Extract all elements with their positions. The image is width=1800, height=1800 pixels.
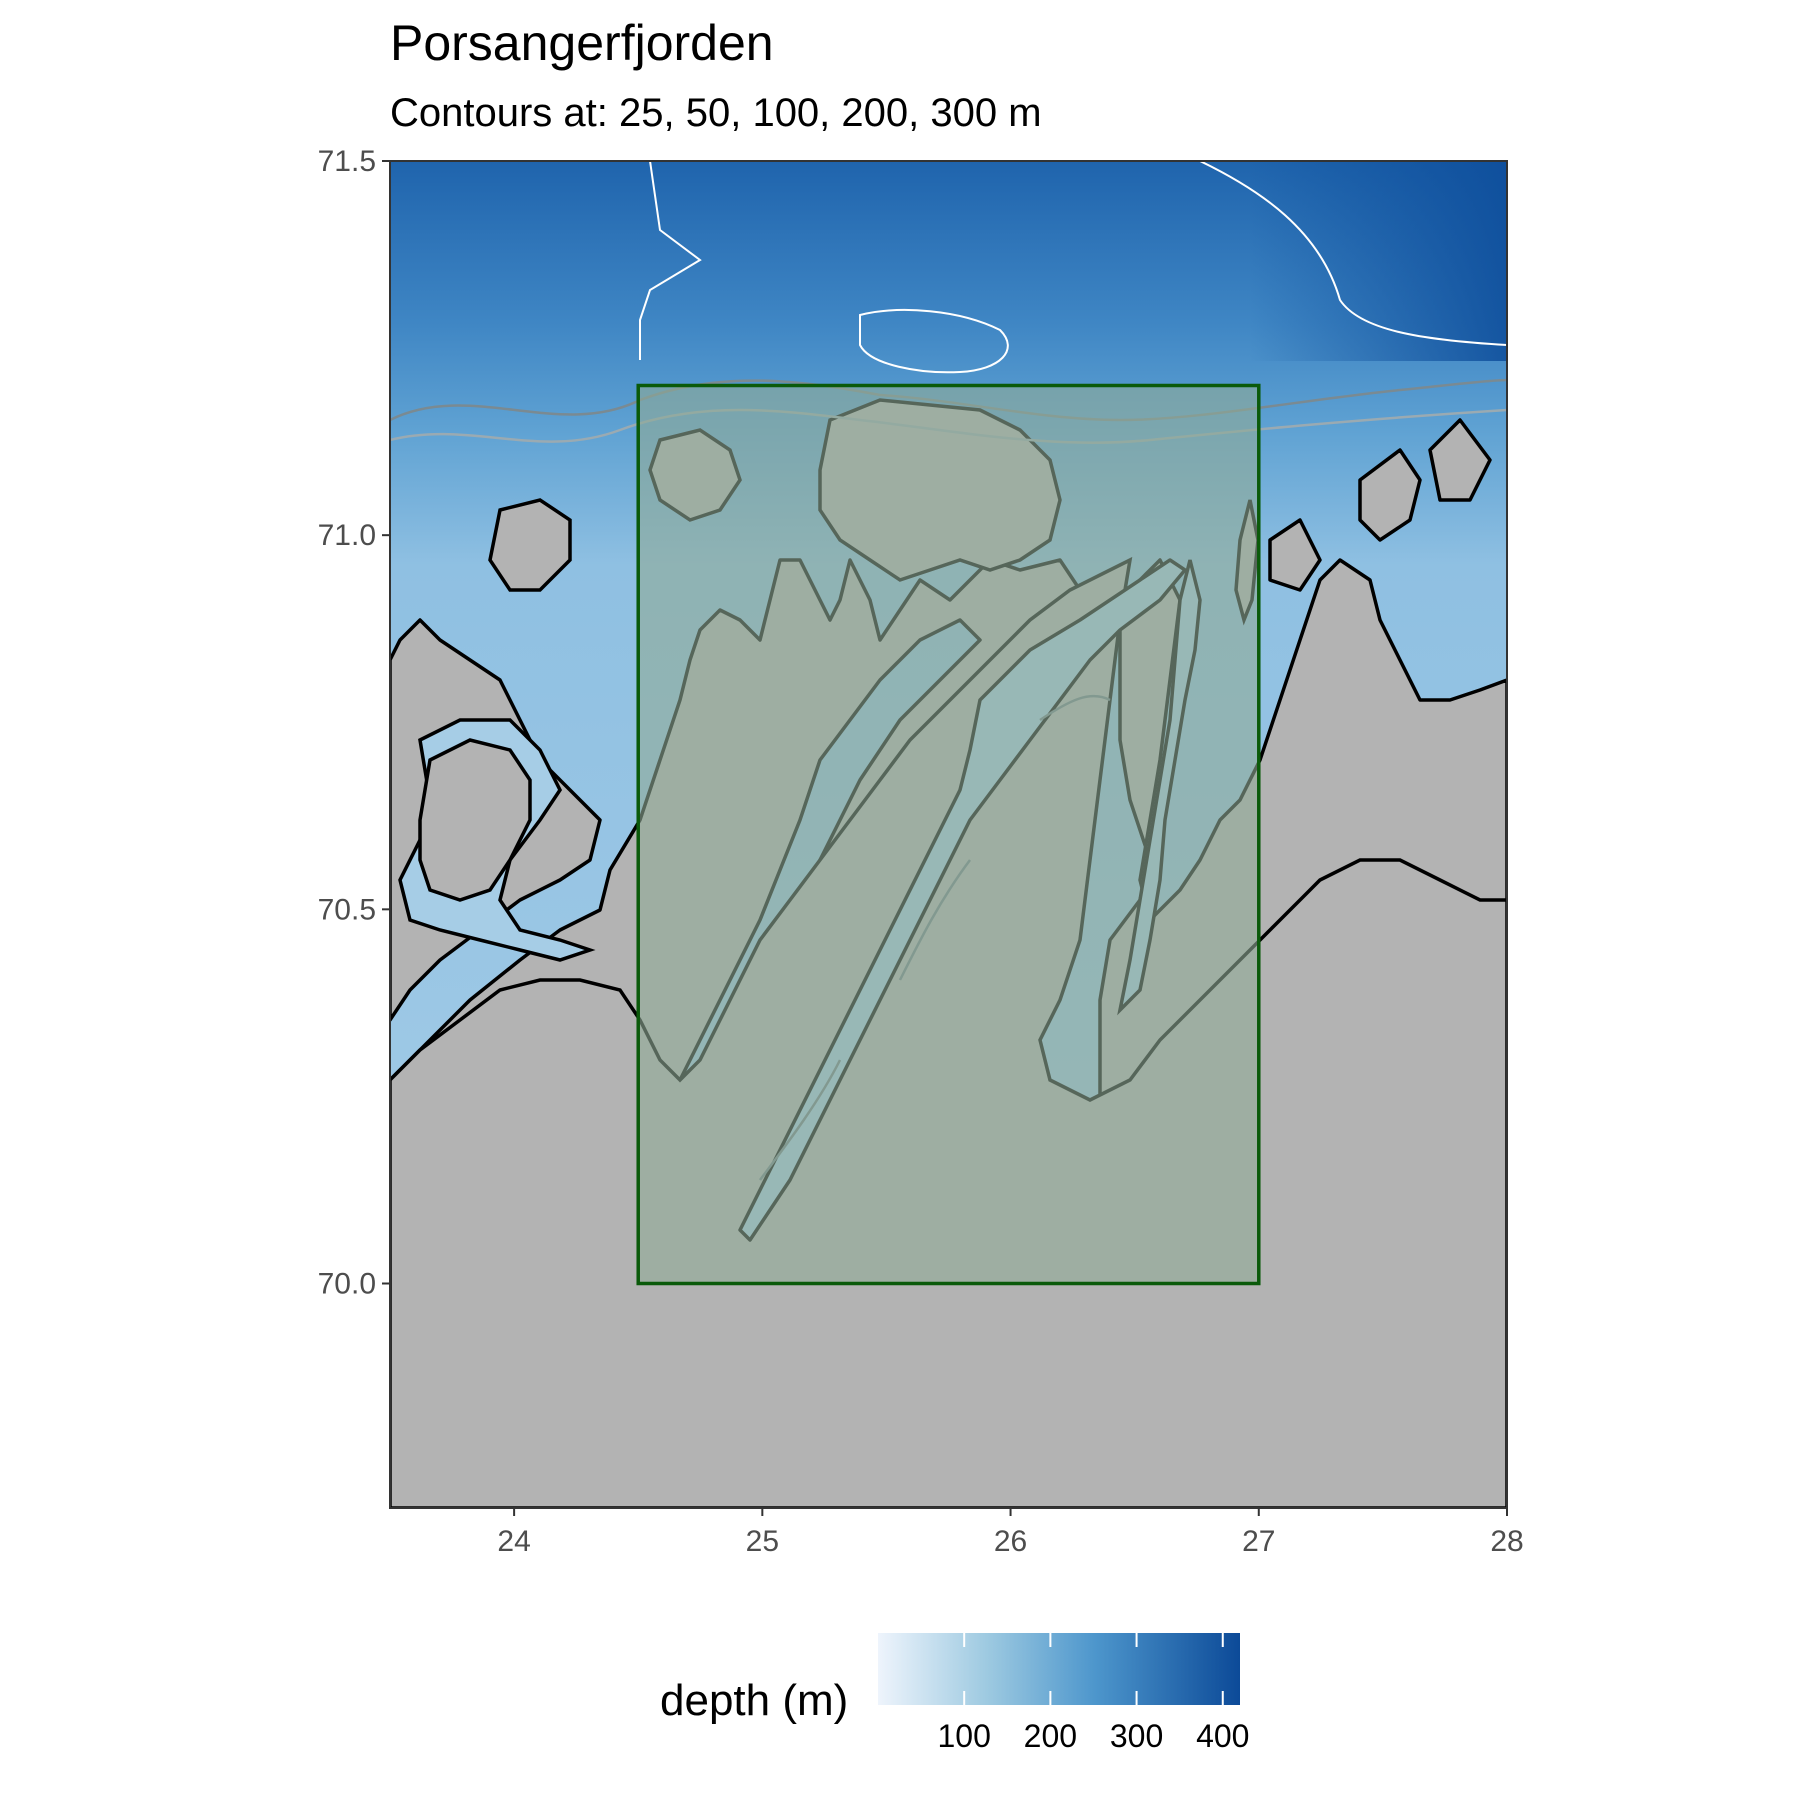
y-tick-label: 71.0: [318, 519, 376, 552]
x-tick-label: 28: [1490, 1525, 1523, 1558]
legend: depth (m) 100 200 300 400: [660, 1633, 1249, 1754]
legend-title: depth (m): [660, 1676, 848, 1725]
contour-line: [859, 309, 1009, 374]
legend-colorbar: [878, 1633, 1240, 1705]
x-axis: 24 25 26 27 28: [497, 1508, 1524, 1558]
y-axis: 70.0 70.5 71.0 71.5: [318, 145, 390, 1301]
deep-sea-area: [1250, 161, 1507, 361]
legend-tick-label: 300: [1110, 1718, 1163, 1754]
small-island: [488, 498, 572, 592]
map-subtitle: Contours at: 25, 50, 100, 200, 300 m: [390, 91, 1042, 135]
x-tick-label: 25: [746, 1525, 779, 1558]
y-tick-label: 70.0: [318, 1268, 376, 1301]
x-tick-label: 27: [1242, 1525, 1275, 1558]
panel-border: [389, 160, 1508, 1509]
study-area-box: [636, 383, 1261, 1286]
legend-tick-label: 100: [937, 1718, 990, 1754]
contour-line: [639, 161, 1507, 360]
y-tick-label: 71.5: [318, 145, 376, 178]
x-tick-label: 24: [497, 1525, 530, 1558]
legend-tick-label: 400: [1196, 1718, 1249, 1754]
map-panel: [390, 161, 1507, 1508]
x-tick-label: 26: [994, 1525, 1027, 1558]
y-tick-label: 70.5: [318, 893, 376, 926]
legend-tick-label: 200: [1024, 1718, 1077, 1754]
legend-ticks: 100 200 300 400: [937, 1633, 1249, 1754]
island-land: [418, 738, 532, 902]
map-title: Porsangerfjorden: [390, 15, 774, 71]
